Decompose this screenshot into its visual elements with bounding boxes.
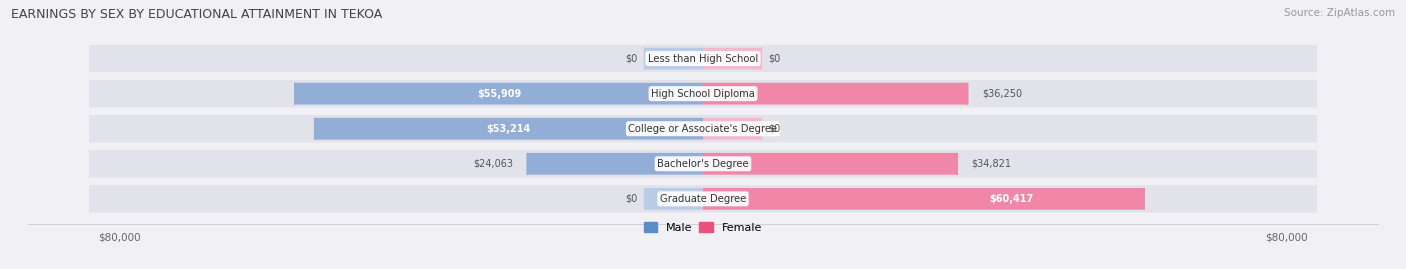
Text: $60,417: $60,417 (990, 194, 1033, 204)
Text: $0: $0 (769, 124, 780, 134)
Text: $0: $0 (626, 194, 637, 204)
FancyBboxPatch shape (90, 185, 1316, 213)
Text: Source: ZipAtlas.com: Source: ZipAtlas.com (1284, 8, 1395, 18)
Text: EARNINGS BY SEX BY EDUCATIONAL ATTAINMENT IN TEKOA: EARNINGS BY SEX BY EDUCATIONAL ATTAINMEN… (11, 8, 382, 21)
Text: $0: $0 (769, 54, 780, 63)
FancyBboxPatch shape (315, 118, 703, 140)
Text: High School Diploma: High School Diploma (651, 89, 755, 99)
FancyBboxPatch shape (703, 188, 1144, 210)
FancyBboxPatch shape (644, 188, 703, 210)
Text: $53,214: $53,214 (486, 124, 531, 134)
Text: Bachelor's Degree: Bachelor's Degree (657, 159, 749, 169)
FancyBboxPatch shape (703, 153, 957, 175)
FancyBboxPatch shape (703, 48, 762, 69)
Text: $0: $0 (626, 54, 637, 63)
FancyBboxPatch shape (703, 118, 762, 140)
Legend: Male, Female: Male, Female (644, 222, 762, 233)
Text: $36,250: $36,250 (983, 89, 1022, 99)
Text: College or Associate's Degree: College or Associate's Degree (628, 124, 778, 134)
FancyBboxPatch shape (703, 83, 967, 105)
Text: $24,063: $24,063 (472, 159, 513, 169)
FancyBboxPatch shape (90, 80, 1316, 107)
Text: $34,821: $34,821 (972, 159, 1012, 169)
FancyBboxPatch shape (90, 150, 1316, 178)
Text: Less than High School: Less than High School (648, 54, 758, 63)
FancyBboxPatch shape (90, 45, 1316, 72)
Text: Graduate Degree: Graduate Degree (659, 194, 747, 204)
Text: $55,909: $55,909 (477, 89, 522, 99)
FancyBboxPatch shape (644, 48, 703, 69)
FancyBboxPatch shape (295, 83, 703, 105)
FancyBboxPatch shape (90, 115, 1316, 142)
FancyBboxPatch shape (527, 153, 703, 175)
